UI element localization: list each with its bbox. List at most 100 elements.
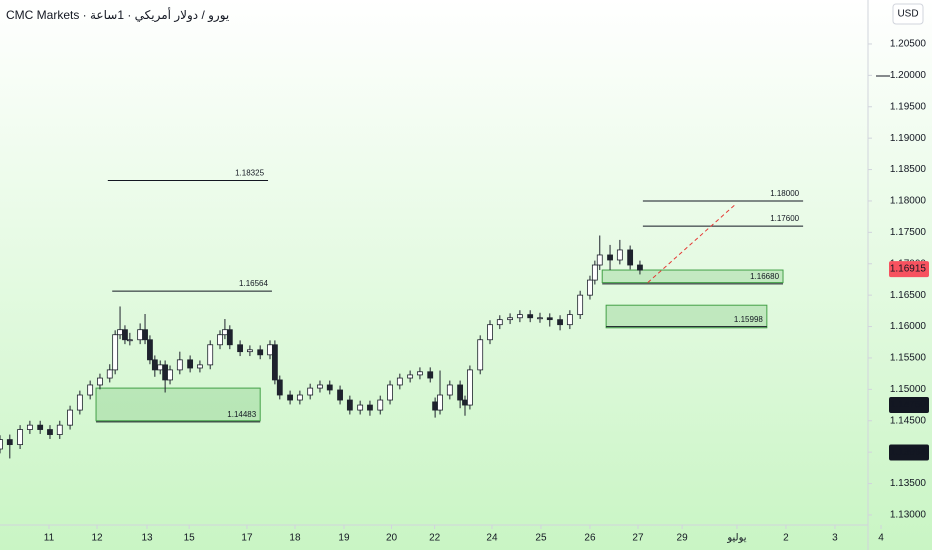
y-tick-label: 1.20500 [890, 39, 927, 50]
candle-body [17, 429, 23, 446]
x-tick-label: يوليو [726, 533, 746, 544]
candle-body [87, 384, 94, 396]
candle-body [462, 399, 468, 406]
candle-body [56, 424, 63, 435]
x-tick-label: 2 [783, 533, 789, 544]
level-label: 1.18325 [235, 169, 264, 178]
candle-body [246, 349, 253, 353]
candle-body [222, 329, 228, 336]
candle-body [377, 399, 384, 411]
candle-body [97, 377, 103, 386]
x-tick-label: 19 [338, 533, 350, 544]
x-tick-label: 20 [386, 533, 398, 544]
y-tick-label: 1.18500 [890, 164, 927, 175]
candle-body [197, 364, 203, 369]
zone-label: 1.15998 [734, 315, 763, 324]
y-tick-label: 1.17500 [890, 227, 927, 238]
candle-body [467, 369, 473, 406]
candle-body [457, 384, 464, 401]
candle-body [6, 439, 13, 446]
candle-body [527, 314, 534, 319]
candle-body [76, 394, 83, 411]
candle-body [337, 389, 343, 401]
x-tick-label: 29 [677, 533, 689, 544]
candle-body [596, 254, 603, 266]
y-tick-label: 1.19500 [890, 101, 927, 112]
candle-body [271, 344, 278, 381]
level-label: 1.17600 [770, 214, 799, 223]
candle-body [307, 387, 314, 396]
price-badge [889, 261, 929, 278]
candle-body [287, 394, 293, 401]
candle-body [122, 329, 128, 341]
price-badge-label: 1.13994 [890, 447, 927, 458]
candle-body [487, 324, 493, 341]
x-tick-label: 17 [241, 533, 253, 544]
y-tick-label: 1.18000 [890, 196, 927, 207]
candle-body [546, 317, 553, 321]
candle-body [496, 319, 503, 326]
candle-body [616, 249, 623, 261]
level-label: 1.18000 [770, 189, 799, 198]
candle-body [326, 384, 333, 391]
candle-body [147, 339, 153, 361]
candle-body [217, 334, 223, 346]
candle-body [151, 359, 158, 371]
x-tick-label: 18 [289, 533, 301, 544]
candle-body [432, 401, 439, 411]
candle-body [637, 264, 643, 271]
candle-body [446, 384, 453, 396]
y-tick-label: 1.20000 [890, 70, 927, 81]
zone [601, 269, 784, 284]
candle-body [0, 439, 3, 450]
zone-label: 1.14483 [227, 410, 256, 419]
candle-body [566, 314, 573, 326]
candle-body [477, 339, 484, 371]
candle-body [237, 344, 244, 353]
x-tick-label: 24 [486, 533, 498, 544]
candle-body [607, 254, 613, 261]
candle-body [47, 429, 53, 435]
price-badge-label: 1.16915 [890, 264, 927, 275]
price-badge [889, 444, 929, 461]
x-tick-label: 27 [632, 533, 644, 544]
zone [605, 304, 768, 329]
candle-body [317, 384, 323, 389]
trend-line [647, 204, 736, 283]
candle-body [187, 359, 194, 369]
candle-body [162, 364, 169, 381]
candle-body [276, 379, 283, 396]
y-tick-label: 1.15500 [890, 353, 927, 364]
candle-body [587, 279, 593, 296]
y-tick-label: 1.14500 [890, 415, 927, 426]
zone [95, 387, 261, 422]
candle-body [387, 384, 393, 401]
candle-body [267, 344, 273, 356]
candle-body [507, 317, 513, 321]
x-tick-label: 11 [44, 533, 55, 544]
candle-body [296, 394, 303, 401]
candle-body [396, 377, 403, 386]
candle-body [437, 394, 443, 411]
currency-box[interactable] [892, 3, 924, 25]
currency[interactable]: USD [897, 9, 918, 20]
x-tick-label: 4 [878, 533, 884, 544]
candle-body [176, 359, 183, 371]
candle-body [226, 329, 233, 346]
price-badge [889, 397, 929, 414]
candle-body [37, 424, 44, 430]
candle-body [67, 409, 73, 426]
x-tick-label: 26 [584, 533, 596, 544]
candle-body [137, 329, 144, 341]
candle-body [126, 339, 133, 342]
candle-body [537, 317, 543, 320]
candle-body [367, 404, 373, 411]
candle-body [117, 329, 123, 336]
y-tick-label: 1.16500 [890, 290, 927, 301]
candle-body [257, 349, 264, 356]
candle-body [112, 334, 119, 371]
candle-body [157, 364, 164, 371]
y-tick-label: 1.13000 [890, 510, 927, 521]
candle-body [142, 329, 148, 341]
